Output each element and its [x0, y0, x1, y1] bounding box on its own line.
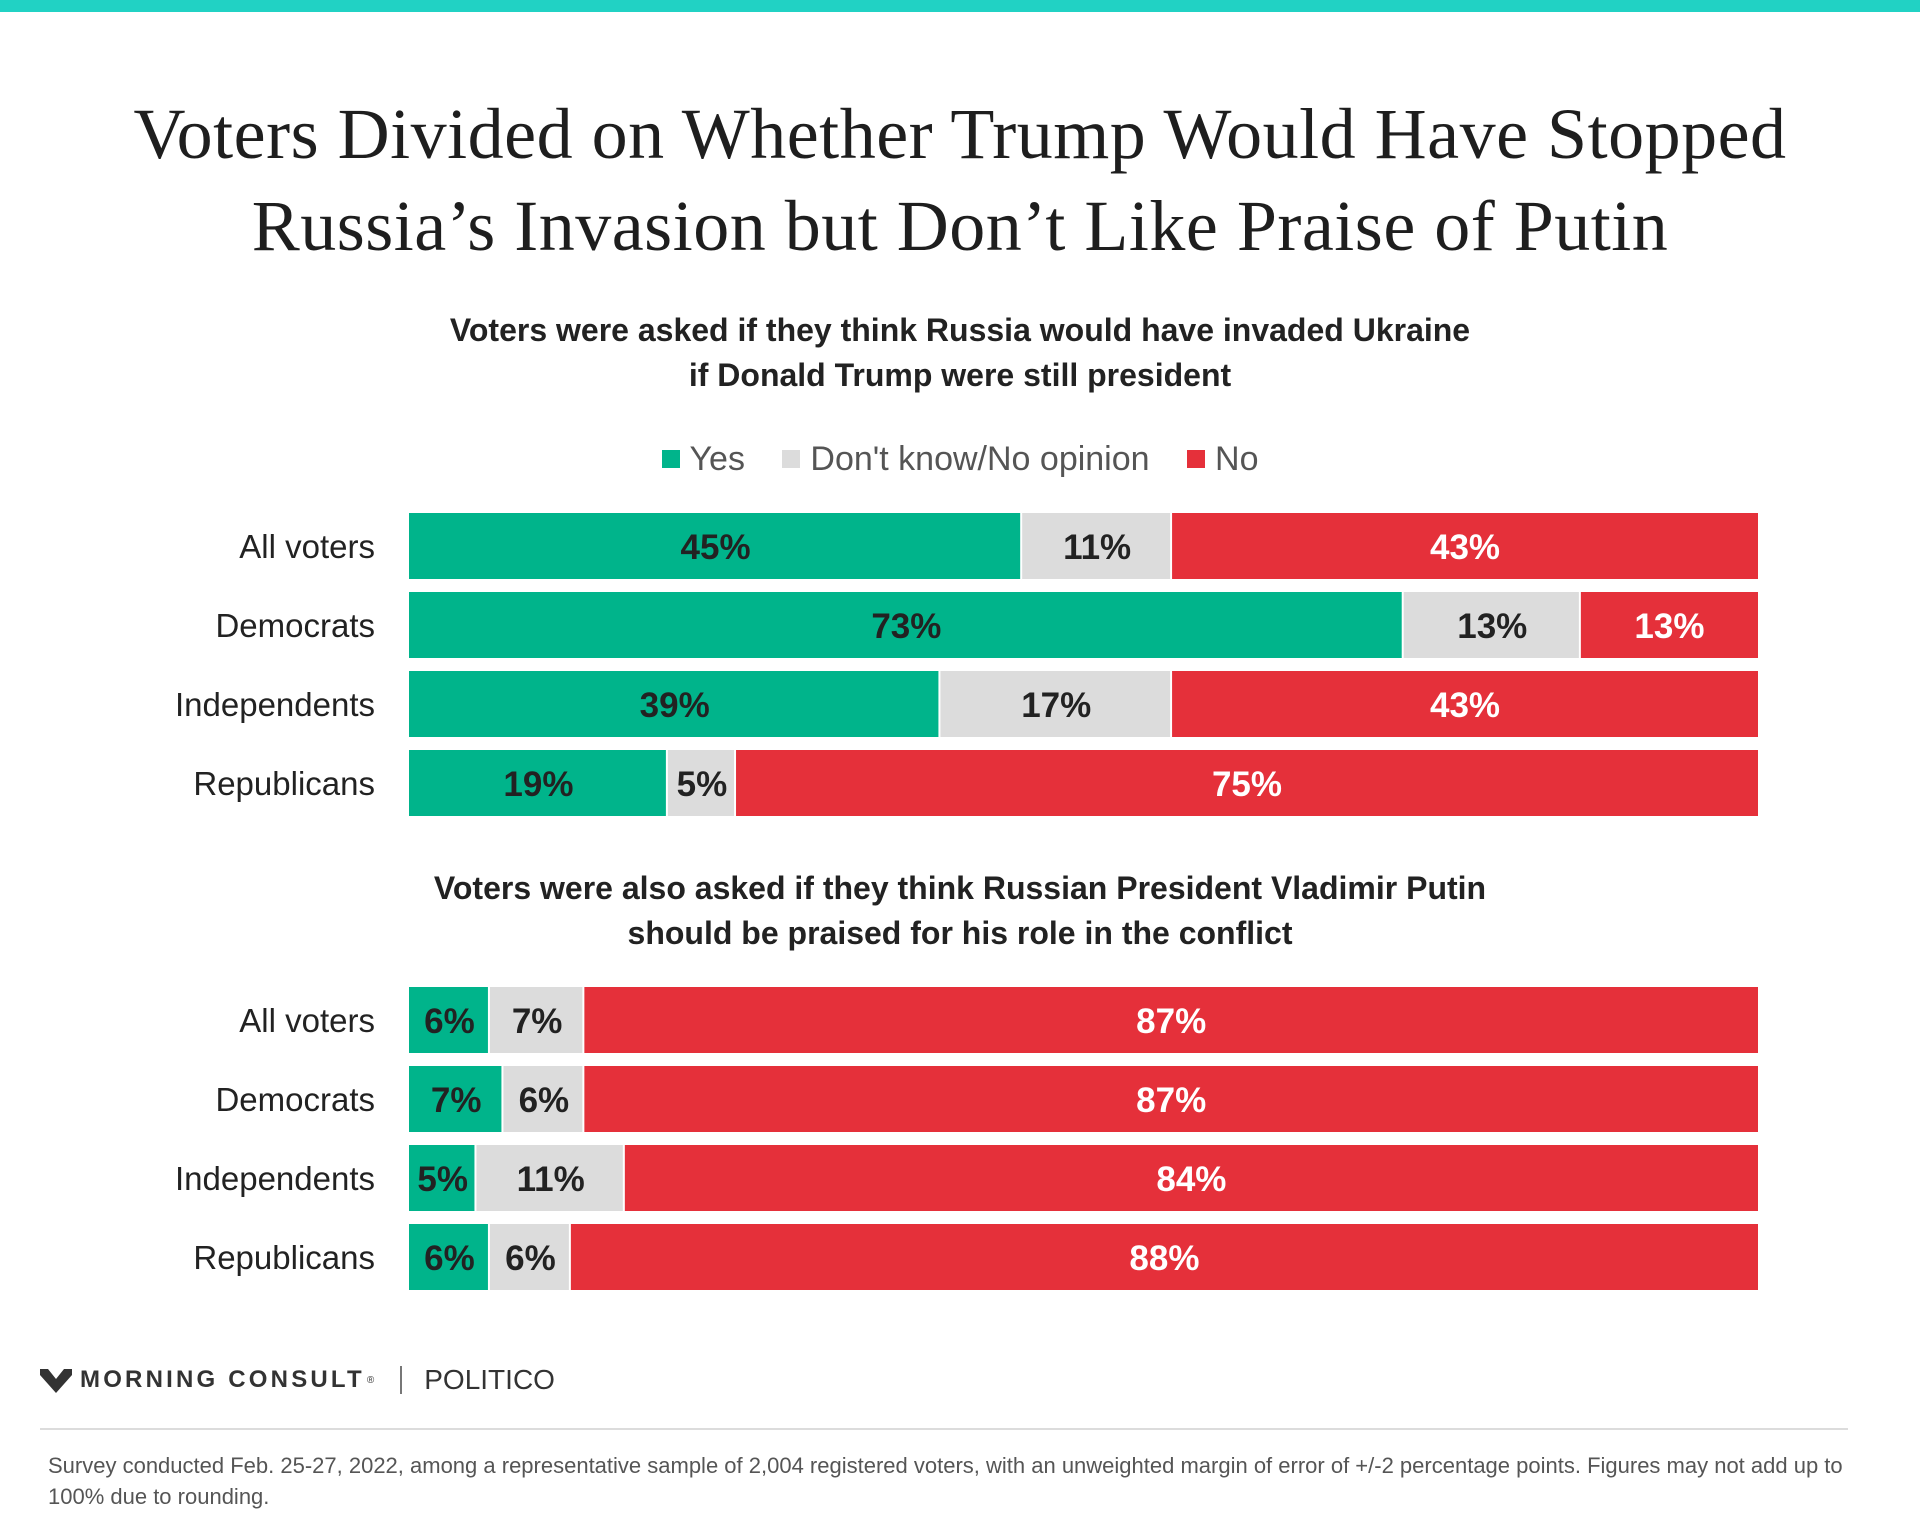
legend-item-yes: Yes: [661, 440, 745, 479]
chart-2-subtitle: Voters were also asked if they think Rus…: [0, 866, 1920, 956]
chart-2-value-label-republicans-yes: 6%: [424, 1239, 475, 1278]
chart-1-category-label-democrats: Democrats: [215, 607, 375, 644]
chart-1-bar-republicans-no: [736, 750, 1758, 816]
chart-1-value-label-all-voters-no: 43%: [1430, 528, 1500, 567]
legend-label-dont-know: Don't know/No opinion: [810, 440, 1150, 478]
chart-2-value-label-all-voters-no: 87%: [1136, 1002, 1206, 1041]
chart-1-bar-democrats-yes: [409, 592, 1402, 658]
chart-1-subtitle: Voters were asked if they think Russia w…: [0, 308, 1920, 398]
chart-2-bar-democrats-dont-know: [503, 1066, 583, 1132]
chart-1-russia-invasion: All voters 45% 11% 43% Democrats 73% 13% 13% Ind…: [175, 513, 1758, 816]
chart-2-bar-democrats-yes: [409, 1066, 502, 1132]
chart-2-bar-all-voters-yes: [409, 987, 488, 1053]
legend-label-yes: Yes: [689, 440, 745, 478]
chart-1-value-label-independents-no: 43%: [1430, 686, 1500, 725]
chart-1-subtitle-line-1: Voters were asked if they think Russia w…: [449, 312, 1471, 348]
chart-2-bar-independents-dont-know: [476, 1145, 623, 1211]
footer-divider: [40, 1428, 1848, 1430]
trademark-symbol: ®: [366, 1374, 375, 1386]
chart-1-value-label-democrats-yes: 73%: [871, 607, 941, 646]
chart-1-category-label-all-voters: All voters: [239, 528, 375, 565]
chart-1-category-label-republicans: Republicans: [193, 765, 375, 802]
legend-swatch-yes: [661, 450, 680, 468]
politico-logo-text: POLITICO: [424, 1364, 555, 1395]
top-accent-bar: [0, 0, 1920, 12]
chart-1-value-label-independents-dont-know: 17%: [1021, 686, 1091, 725]
chart-2-value-label-republicans-no: 88%: [1129, 1239, 1199, 1278]
chart-1-value-label-all-voters-dont-know: 11%: [1063, 528, 1131, 567]
chart-1-bar-all-voters-dont-know: [1022, 513, 1171, 579]
chart-1-value-label-democrats-no: 13%: [1634, 607, 1704, 646]
chart-1-bar-democrats-no: [1580, 592, 1758, 658]
chart-2-bar-republicans-no: [570, 1224, 1758, 1290]
legend: Yes Don't know/No opinion No: [0, 440, 1920, 479]
chart-1-bar-independents-no: [1172, 671, 1758, 737]
chart-title-line-2: Russia’s Invasion but Don’t Like Praise …: [251, 186, 1669, 266]
chart-2-value-label-all-voters-yes: 6%: [424, 1002, 475, 1041]
chart-2-value-label-all-voters-dont-know: 7%: [512, 1002, 563, 1041]
legend-item-no: No: [1187, 440, 1258, 479]
chart-1-value-label-independents-yes: 39%: [640, 686, 710, 725]
chart-2-putin-praise: All voters 6% 7% 87% Democrats 7% 6% 87% Indepen…: [175, 987, 1758, 1290]
chart-1-bar-all-voters-no: [1172, 513, 1758, 579]
chart-1-bar-democrats-dont-know: [1403, 592, 1579, 658]
chart-2-bar-all-voters-no: [584, 987, 1758, 1053]
chart-1-bar-republicans-dont-know: [667, 750, 735, 816]
chart-1-value-label-democrats-dont-know: 13%: [1457, 607, 1527, 646]
chart-1-bar-independents-yes: [409, 671, 939, 737]
chart-2-bar-independents-yes: [409, 1145, 475, 1211]
legend-item-dont-know: Don't know/No opinion: [782, 440, 1150, 479]
chart-title-line-1: Voters Divided on Whether Trump Would Ha…: [133, 94, 1787, 174]
chart-2-value-label-democrats-dont-know: 6%: [519, 1081, 570, 1120]
chart-2-value-label-independents-no: 84%: [1156, 1160, 1226, 1199]
chart-2-bar-republicans-dont-know: [489, 1224, 569, 1290]
brand-divider: [400, 1366, 403, 1394]
chart-2-value-label-democrats-no: 87%: [1136, 1081, 1206, 1120]
chart-1-value-label-republicans-yes: 19%: [503, 765, 573, 804]
footnote: Survey conducted Feb. 25-27, 2022, among…: [48, 1453, 1843, 1509]
chart-2-category-label-all-voters: All voters: [239, 1002, 375, 1039]
chart-2-bar-all-voters-dont-know: [489, 987, 583, 1053]
chart-2-category-label-independents: Independents: [175, 1160, 375, 1197]
chart-2-value-label-democrats-yes: 7%: [431, 1081, 482, 1120]
chart-1-bar-all-voters-yes: [409, 513, 1021, 579]
chart-2-value-label-independents-dont-know: 11%: [517, 1160, 585, 1199]
chart-1-bar-independents-dont-know: [940, 671, 1171, 737]
chart-2-subtitle-line-2: should be praised for his role in the co…: [627, 915, 1293, 951]
chart-1-value-label-republicans-no: 75%: [1212, 765, 1282, 804]
chart-2-subtitle-line-1: Voters were also asked if they think Rus…: [433, 870, 1487, 906]
chart-1-subtitle-line-2: if Donald Trump were still president: [688, 357, 1232, 393]
chart-2-bar-republicans-yes: [409, 1224, 488, 1290]
chart-2-value-label-republicans-dont-know: 6%: [505, 1239, 556, 1278]
chart-2-category-label-republicans: Republicans: [193, 1239, 375, 1276]
chart-2-bar-democrats-no: [584, 1066, 1758, 1132]
legend-label-no: No: [1215, 440, 1259, 478]
chart-1-value-label-republicans-dont-know: 5%: [677, 765, 728, 804]
chart-1-category-label-independents: Independents: [175, 686, 375, 723]
chart-2-category-label-democrats: Democrats: [215, 1081, 375, 1118]
chart-1-bar-republicans-yes: [409, 750, 666, 816]
chart-2-value-label-independents-yes: 5%: [417, 1160, 468, 1199]
legend-swatch-no: [1187, 450, 1206, 468]
branding: MORNING CONSULT ® POLITICO: [40, 1362, 555, 1398]
chart-2-bar-independents-no: [624, 1145, 1758, 1211]
morning-consult-logo-icon: [40, 1369, 72, 1393]
chart-title: Voters Divided on Whether Trump Would Ha…: [0, 88, 1920, 272]
morning-consult-logo-text: MORNING CONSULT: [80, 1366, 365, 1393]
legend-swatch-dont-know: [782, 450, 801, 468]
chart-1-value-label-all-voters-yes: 45%: [681, 528, 751, 567]
